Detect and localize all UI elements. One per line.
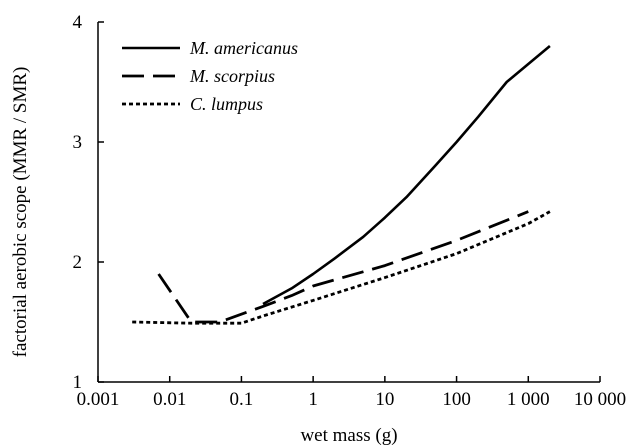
- y-tick-label: 2: [73, 252, 83, 273]
- x-tick-label: 0.001: [77, 389, 120, 410]
- series-line-2: [157, 210, 529, 324]
- y-ticks: 1 2 3 4: [73, 12, 104, 393]
- x-tick-label: 1 000: [507, 389, 550, 410]
- legend-label: M. americanus: [189, 38, 298, 58]
- axes: [97, 22, 600, 383]
- y-axis-title: factorial aerobic scope (MMR / SMR): [10, 67, 31, 358]
- series-line-1: [262, 45, 551, 306]
- series-line-3: [132, 210, 551, 325]
- legend: M. americanus M. scorpius C. lumpus: [122, 38, 298, 114]
- y-tick-label: 1: [73, 372, 83, 393]
- x-tick-label: 10 000: [574, 389, 626, 410]
- x-tick-label: 100: [442, 389, 471, 410]
- x-tick-label: 10: [375, 389, 394, 410]
- series-lines: [132, 45, 551, 325]
- y-tick-label: 3: [73, 132, 83, 153]
- y-tick-label: 4: [73, 12, 83, 33]
- legend-label: M. scorpius: [189, 66, 275, 86]
- x-tick-label: 0.1: [230, 389, 254, 410]
- x-tick-label: 0.01: [153, 389, 186, 410]
- x-tick-label: 1: [308, 389, 318, 410]
- x-axis-title: wet mass (g): [300, 425, 397, 445]
- x-ticks: 0.001 0.01 0.1 1 10 100 1 000 10 000: [77, 376, 626, 410]
- legend-label: C. lumpus: [190, 94, 263, 114]
